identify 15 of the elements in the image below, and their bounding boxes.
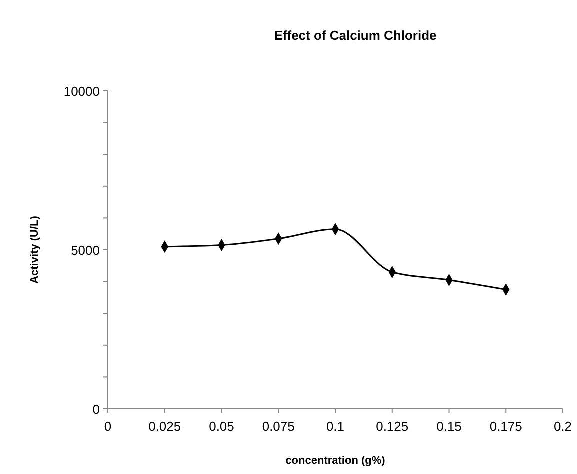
x-tick-label: 0.15 (436, 419, 462, 434)
x-tick-label: 0.025 (148, 419, 182, 434)
y-tick-label: 0 (92, 402, 100, 417)
x-axis-title: concentration (g%) (286, 455, 386, 467)
chart-title: Effect of Calcium Chloride (274, 28, 437, 43)
x-tick-label: 0.2 (554, 419, 572, 434)
x-tick-label: 0 (104, 419, 112, 434)
x-tick-label: 0.075 (262, 419, 295, 434)
x-tick-label: 0.1 (326, 419, 345, 434)
y-axis-title: Activity (U/L) (29, 216, 41, 284)
x-tick-label: 0.05 (209, 419, 234, 434)
y-tick-label: 5000 (71, 243, 100, 258)
y-tick-label: 10000 (64, 84, 100, 99)
x-tick-label: 0.125 (376, 419, 409, 434)
x-tick-label: 0.175 (490, 419, 522, 434)
